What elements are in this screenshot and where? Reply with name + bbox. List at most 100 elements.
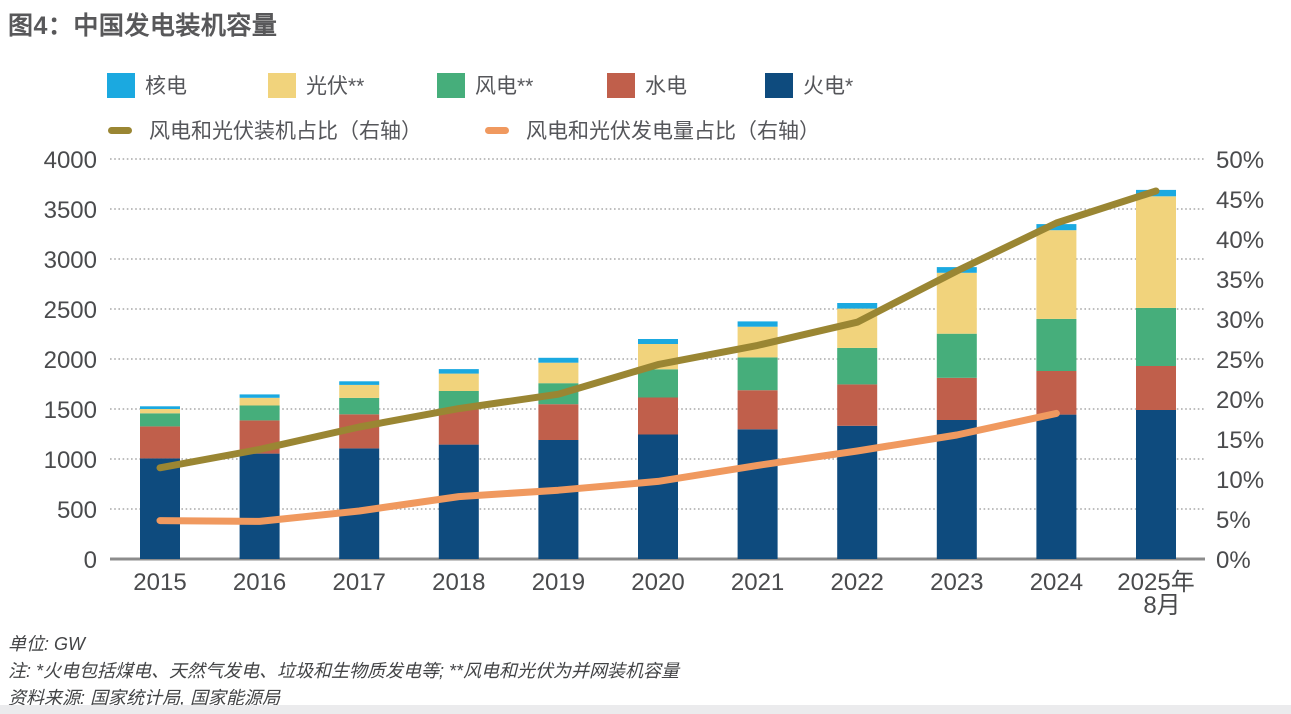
legend-label: 水电 [645, 75, 687, 98]
bar-segment [140, 426, 180, 459]
right-axis-tick: 45% [1216, 187, 1264, 214]
nuclear-swatch-icon [107, 72, 135, 98]
source-note: 资料来源: 国家统计局, 国家能源局 [8, 688, 281, 708]
bar-segment [837, 347, 878, 385]
bar-segment [1036, 318, 1077, 371]
legend-item-installed-share: 风电和光伏装机占比（右轴） [108, 116, 422, 144]
bar-segment [837, 303, 878, 309]
bar-segment [538, 440, 579, 559]
legend-label: 光伏** [306, 75, 365, 98]
bar-segment [1036, 414, 1077, 559]
bar-segment [140, 409, 180, 414]
bar-segment [1036, 230, 1077, 319]
x-axis-label: 2017 [333, 569, 386, 596]
x-axis-label: 2025年 8月 [1117, 569, 1194, 619]
bar-segment [737, 390, 778, 430]
legend-item-wind: 风电** [437, 71, 533, 99]
right-axis-tick: 40% [1216, 227, 1264, 254]
bar-segment [438, 369, 479, 374]
legend-lines-row: 风电和光伏装机占比（右轴） 风电和光伏发电量占比（右轴） [0, 116, 1291, 144]
right-axis-tick: 35% [1216, 267, 1264, 294]
bar-segment [1136, 307, 1176, 366]
bar-segment [339, 448, 380, 559]
thermal-swatch-icon [765, 72, 793, 98]
left-axis-tick: 3000 [44, 247, 97, 274]
legend-item-hydro: 水电 [607, 71, 687, 99]
bar-segment [1036, 224, 1077, 231]
bar-segment [140, 406, 180, 409]
right-axis-tick: 10% [1216, 467, 1264, 494]
bar-segment [438, 373, 479, 391]
right-axis-tick: 20% [1216, 387, 1264, 414]
line-generation-share [156, 409, 1060, 525]
bar-segment [538, 357, 579, 363]
bar-segment [1136, 196, 1176, 308]
legend-item-thermal: 火电* [765, 71, 853, 99]
left-axis-tick: 500 [57, 497, 97, 524]
bar-segment [737, 357, 778, 391]
bar-segment [538, 404, 579, 440]
x-axis-label: 2020 [631, 569, 684, 596]
unit-note: 单位: GW [8, 634, 85, 654]
bar-segment [140, 458, 180, 559]
bar-segment [339, 397, 380, 415]
bar-segment [239, 397, 280, 406]
right-axis-tick: 15% [1216, 427, 1264, 454]
left-axis-tick: 2000 [44, 347, 97, 374]
bar-segment [1136, 410, 1176, 559]
bar-segment [737, 321, 778, 327]
x-axis-label: 2024 [1030, 569, 1083, 596]
bar-segment [936, 333, 977, 378]
legend-label: 风电和光伏发电量占比（右轴） [526, 120, 820, 143]
legend-item-solar: 光伏** [268, 71, 364, 99]
bar-segment [936, 420, 977, 559]
bar-segment [239, 405, 280, 421]
bar-segment [936, 377, 977, 420]
right-axis-tick: 50% [1216, 147, 1264, 174]
bar-segment [1036, 371, 1077, 415]
right-axis-tick: 30% [1216, 307, 1264, 334]
bar-segment [737, 429, 778, 559]
line-installed-share [156, 187, 1160, 472]
bar-segment [638, 339, 678, 344]
left-axis-tick: 0 [84, 547, 97, 574]
bar-segment [837, 384, 878, 426]
bar-segment [638, 369, 678, 398]
legend-item-generation-share: 风电和光伏发电量占比（右轴） [485, 116, 820, 144]
bar-segment [538, 362, 579, 384]
right-axis-tick: 5% [1216, 507, 1251, 534]
legend-label: 核电 [145, 75, 187, 98]
bar-segment [140, 413, 180, 427]
left-axis-tick: 1500 [44, 397, 97, 424]
legend-label: 火电* [803, 75, 854, 98]
left-axis-tick: 3500 [44, 197, 97, 224]
legend-bars-row: 核电 光伏** 风电** 水电 火电* [0, 71, 1291, 99]
bar-segment [239, 453, 280, 559]
right-axis-tick: 25% [1216, 347, 1264, 374]
x-axis-label: 2023 [930, 569, 983, 596]
hydro-swatch-icon [607, 72, 635, 98]
bar-segment [239, 394, 280, 398]
bar-segment [438, 409, 479, 445]
solar-swatch-icon [268, 72, 296, 98]
x-axis-label: 2021 [731, 569, 784, 596]
x-axis-label: 2015 [133, 569, 186, 596]
installed-share-line-icon [108, 126, 132, 134]
bar-segment [936, 272, 977, 334]
bar-segment [339, 381, 380, 385]
left-axis-tick: 4000 [44, 147, 97, 174]
left-axis-tick: 1000 [44, 447, 97, 474]
left-axis-tick: 2500 [44, 297, 97, 324]
chart-footnotes: 单位: GW 注: *火电包括煤电、天然气发电、垃圾和生物质发电等; **风电和… [8, 631, 679, 712]
x-axis-label: 2019 [532, 569, 585, 596]
right-axis-tick: 0% [1216, 547, 1251, 574]
bar-segment [638, 397, 678, 435]
bar-segment [339, 384, 380, 398]
bar-segment [638, 434, 678, 559]
footer-divider [0, 705, 1291, 714]
legend-item-nuclear: 核电 [107, 71, 187, 99]
x-axis-label: 2022 [831, 569, 884, 596]
definition-note: 注: *火电包括煤电、天然气发电、垃圾和生物质发电等; **风电和光伏为并网装机… [8, 661, 680, 681]
